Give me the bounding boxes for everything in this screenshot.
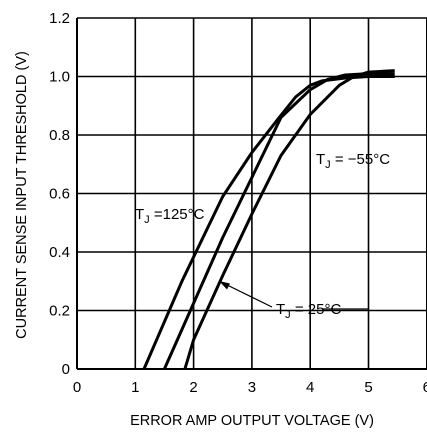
series-layer [142,69,395,370]
annotation-minus55c: TJ = −55°C [316,151,390,171]
x-tick-label: 0 [73,379,81,396]
y-tick-label: 0.6 [49,186,70,203]
x-tick-label: 5 [364,379,372,396]
annotation-25c-leader [218,280,369,310]
y-tick-label: 0 [62,361,70,378]
x-tick-label: 1 [131,379,139,396]
series-line-minus55c [183,69,395,370]
x-tick-label: 2 [189,379,197,396]
x-axis-title: ERROR AMP OUTPUT VOLTAGE (V) [130,413,374,429]
x-tick-label: 3 [248,379,256,396]
y-tick-label: 1.0 [49,69,70,86]
x-tick-label: 4 [306,379,314,396]
y-axis-title: CURRENT SENSE INPUT THRESHOLD (V) [14,51,30,339]
tick-labels: 0 1 2 3 4 5 6 0 0.2 0.4 0.6 0.8 1.0 1.2 [49,10,427,396]
y-tick-label: 0.4 [49,244,70,261]
annotation-25c: TJ = 25°C [276,301,341,321]
x-tick-label: 6 [423,379,427,396]
y-tick-label: 1.2 [49,10,70,27]
y-tick-label: 0.2 [49,303,70,320]
annotation-125c: TJ =125°C [135,206,205,226]
y-tick-label: 0.8 [49,127,70,144]
